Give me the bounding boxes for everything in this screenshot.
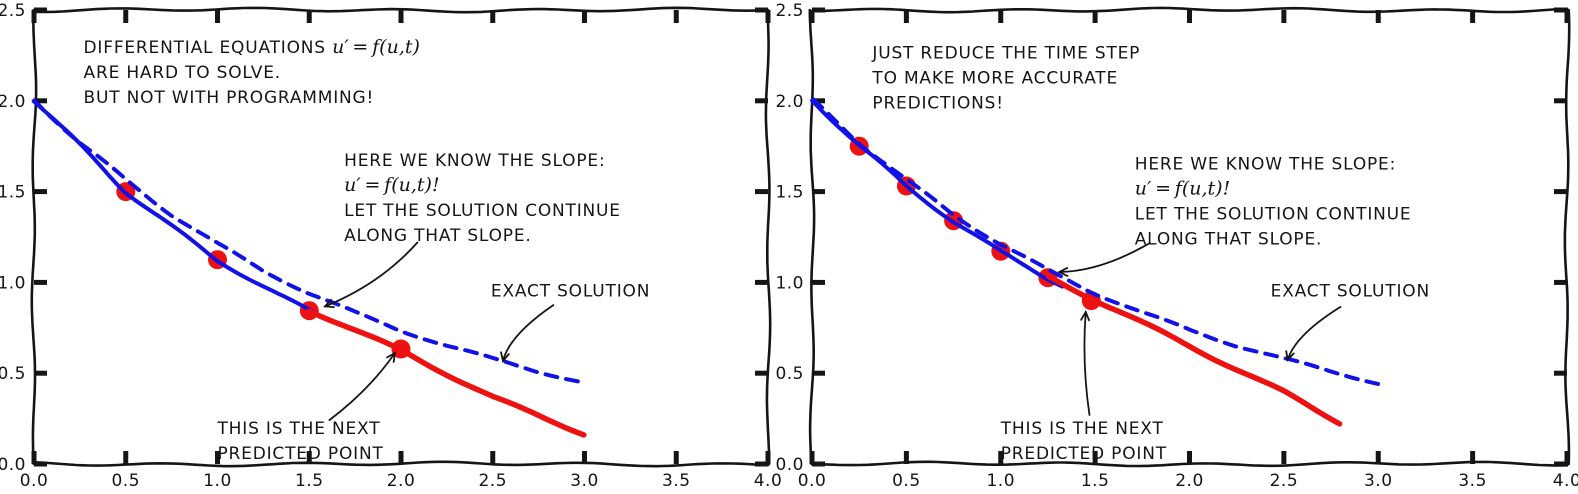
x-tick-label: 0.0 [20, 471, 49, 491]
y-tick-label: 1.0 [775, 273, 804, 293]
annotation-exact-solution-label: EXACT SOLUTION [491, 282, 650, 363]
x-tick-label: 0.5 [111, 471, 140, 491]
x-tick-label: 2.5 [1270, 471, 1299, 491]
y-tick-label: 0.5 [0, 364, 26, 384]
x-tick-label: 3.0 [1364, 471, 1393, 491]
prediction-line [306, 308, 587, 438]
x-tick-label: 3.5 [662, 471, 691, 491]
numerical-solution [810, 98, 1065, 289]
annotation-exact-solution-label: EXACT SOLUTION [1271, 282, 1430, 362]
intro-note-text: JUST REDUCE THE TIME STEP TO MAKE MORE AC… [871, 44, 1140, 114]
exact-solution-label-arrow [1286, 306, 1342, 361]
x-tick-label: 0.5 [892, 471, 921, 491]
x-tick-label: 4.0 [754, 471, 783, 491]
x-tick-label: 3.5 [1458, 471, 1487, 491]
exact-solution [32, 98, 587, 385]
arrowhead [1285, 350, 1295, 362]
annotation-slope-note: HERE WE KNOW THE SLOPE: u′ = f(u,t)! LET T… [1057, 154, 1412, 277]
panel-right: 0.0 0.5 1.0 1.5 2.0 2.5 3.0 3.5 4.0 0.0 0.5 1.0 1.5 2… [775, 1, 1578, 491]
axis-frame [32, 6, 770, 14]
slope-note-arrow [324, 241, 419, 308]
x-tick-label: 1.5 [295, 471, 324, 491]
y-tick-label: 0.0 [775, 455, 804, 475]
x-tick-label: 2.0 [1175, 471, 1204, 491]
y-tick-label: 2.5 [775, 1, 804, 21]
arrowhead [1057, 267, 1069, 277]
exact-solution [811, 97, 1380, 386]
prediction-line [1045, 273, 1343, 427]
y-tick-label: 1.0 [0, 273, 26, 293]
axis-frame [1563, 8, 1571, 466]
y-tick-label: 0.0 [0, 455, 26, 475]
arrowhead [500, 351, 510, 363]
annotation-slope-note: HERE WE KNOW THE SLOPE: u′ = f(u,t)! LET T… [323, 151, 621, 308]
y-tick-label: 2.5 [0, 1, 26, 21]
predicted-point-label-arrow [328, 352, 396, 421]
x-tick-label: 2.5 [478, 471, 507, 491]
x-tick-label: 1.5 [1081, 471, 1110, 491]
axis-frame [764, 8, 772, 466]
slope-note-text: HERE WE KNOW THE SLOPE: u′ = f(u,t)! LET T… [344, 151, 621, 246]
axis-frame [30, 8, 38, 466]
annotation-predicted-point-label: THIS IS THE NEXT PREDICTED POINT [217, 351, 397, 464]
exact-solution-label-text: EXACT SOLUTION [1271, 282, 1430, 302]
y-tick-label: 2.0 [775, 92, 804, 112]
arrowhead [323, 298, 335, 308]
predicted-point-label-text: THIS IS THE NEXT PREDICTED POINT [217, 419, 384, 464]
y-tick-label: 1.5 [775, 183, 804, 203]
predicted-point-label-text: THIS IS THE NEXT PREDICTED POINT [1000, 419, 1167, 464]
slope-note-text: HERE WE KNOW THE SLOPE: u′ = f(u,t)! LET T… [1135, 154, 1412, 249]
numerical-solution [31, 99, 327, 321]
predicted-point-label-arrow [1083, 311, 1091, 416]
intro-note-text: DIFFERENTIAL EQUATIONS u′ = f(u,t) ARE HA… [84, 36, 420, 108]
x-tick-label: 0.0 [798, 471, 827, 491]
y-tick-label: 0.5 [775, 364, 804, 384]
x-tick-label: 3.0 [570, 471, 599, 491]
arrowhead [386, 351, 397, 363]
annotation-intro-note: JUST REDUCE THE TIME STEP TO MAKE MORE AC… [871, 44, 1140, 114]
x-tick-label: 1.0 [203, 471, 232, 491]
annotation-intro-note: DIFFERENTIAL EQUATIONS u′ = f(u,t) ARE HA… [84, 36, 420, 108]
slope-note-arrow [1058, 242, 1151, 273]
axis-frame [810, 6, 1569, 14]
x-tick-label: 2.0 [387, 471, 416, 491]
x-tick-label: 1.0 [986, 471, 1015, 491]
exact-solution-label-arrow [502, 304, 555, 362]
exact-solution-label-text: EXACT SOLUTION [491, 282, 650, 302]
y-tick-label: 2.0 [0, 92, 26, 112]
panel-left: 0.0 0.5 1.0 1.5 2.0 2.5 3.0 3.5 4.0 0.0 0.5 1.0 1.5 2… [0, 1, 782, 491]
x-tick-label: 4.0 [1553, 471, 1578, 491]
y-tick-label: 1.5 [0, 183, 26, 203]
arrowhead [1080, 309, 1090, 322]
axis-frame [808, 8, 816, 466]
annotation-predicted-point-label: THIS IS THE NEXT PREDICTED POINT [1000, 309, 1167, 464]
